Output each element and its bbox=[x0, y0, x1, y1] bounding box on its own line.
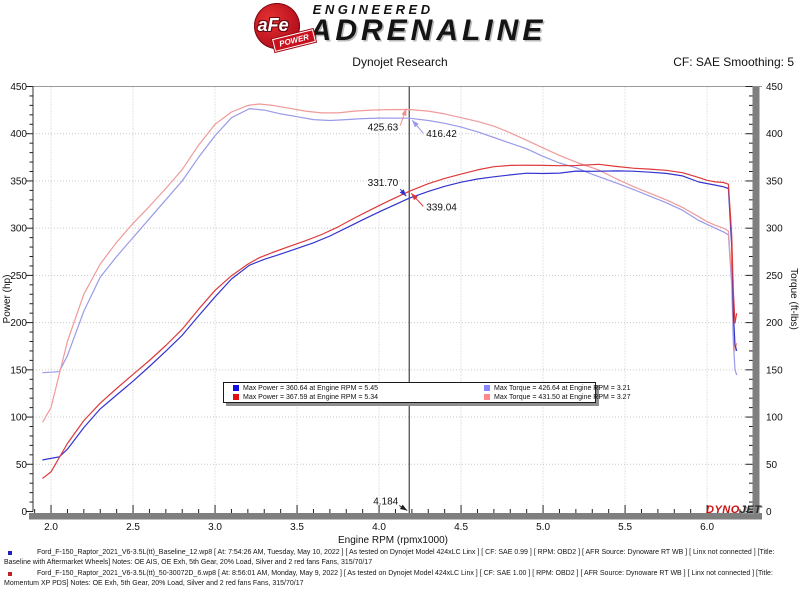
svg-text:400: 400 bbox=[766, 129, 783, 140]
run-description: Ford_F-150_Raptor_2021_V6-3.5L(tt)_Basel… bbox=[4, 549, 775, 566]
baseline-power-curve bbox=[42, 170, 738, 461]
svg-text:150: 150 bbox=[10, 365, 27, 376]
svg-text:50: 50 bbox=[766, 460, 778, 471]
legend-label: Max Torque = 431.50 at Engine RPM = 3.27 bbox=[494, 393, 631, 401]
momentum-power-curve bbox=[42, 163, 738, 479]
afe-power-logo: aFe POWER bbox=[253, 3, 317, 52]
annotation-425.63: 425.63 bbox=[368, 123, 399, 134]
smoothing-setting: CF: SAE Smoothing: 5 bbox=[673, 55, 794, 69]
svg-text:350: 350 bbox=[10, 176, 27, 187]
afe-logo-text: aFe bbox=[257, 15, 289, 35]
svg-text:4.5: 4.5 bbox=[454, 522, 468, 533]
svg-text:350: 350 bbox=[766, 176, 783, 187]
run-line-baseline: Ford_F-150_Raptor_2021_V6-3.5L(tt)_Basel… bbox=[4, 548, 798, 568]
adrenaline-wordmark: ADRENALINE bbox=[309, 14, 547, 47]
svg-text:5.5: 5.5 bbox=[618, 522, 632, 533]
legend-item: Max Power = 367.59 at Engine RPM = 5.34 bbox=[233, 393, 484, 402]
chart-title: Dynojet Research bbox=[352, 55, 448, 69]
svg-text:Torque (ft-lbs): Torque (ft-lbs) bbox=[788, 268, 799, 330]
dynojet-watermark: DYNOJET bbox=[706, 504, 761, 516]
annotation-4.184: 4.184 bbox=[373, 497, 398, 508]
svg-text:200: 200 bbox=[10, 318, 27, 329]
legend-item: Max Torque = 431.50 at Engine RPM = 3.27 bbox=[484, 393, 630, 402]
svg-text:3.0: 3.0 bbox=[208, 522, 222, 533]
run-info-footer: Ford_F-150_Raptor_2021_V6-3.5L(tt)_Basel… bbox=[4, 548, 798, 590]
svg-text:400: 400 bbox=[10, 129, 27, 140]
peak-values-legend: Max Power = 360.64 at Engine RPM = 5.45 … bbox=[223, 382, 630, 403]
annotation-331.70: 331.70 bbox=[368, 178, 399, 189]
legend-label: Max Power = 367.59 at Engine RPM = 5.34 bbox=[243, 393, 379, 401]
svg-text:Engine RPM (rpmx1000): Engine RPM (rpmx1000) bbox=[338, 535, 448, 546]
legend-item: Max Power = 360.64 at Engine RPM = 5.45 bbox=[233, 384, 484, 393]
svg-text:150: 150 bbox=[766, 365, 783, 376]
momentum-run-marker bbox=[8, 571, 12, 576]
svg-text:0: 0 bbox=[766, 507, 772, 518]
svg-text:450: 450 bbox=[10, 82, 27, 93]
power-momentum-swatch bbox=[233, 394, 239, 400]
torque-momentum-swatch bbox=[484, 394, 490, 400]
annotation-339.04: 339.04 bbox=[426, 202, 457, 213]
svg-text:250: 250 bbox=[10, 271, 27, 282]
svg-text:250: 250 bbox=[766, 271, 783, 282]
brand-header: aFe POWER ENGINEERED ADRENALINE bbox=[0, 3, 800, 53]
power-baseline-swatch bbox=[233, 385, 239, 391]
svg-text:2.0: 2.0 bbox=[44, 522, 58, 533]
run-line-momentum: Ford_F-150_Raptor_2021_V6-3.5L(tt)_50-30… bbox=[4, 569, 798, 589]
svg-text:5.0: 5.0 bbox=[536, 522, 550, 533]
svg-text:0: 0 bbox=[21, 507, 27, 518]
baseline-torque-curve bbox=[42, 107, 738, 376]
run-description: Ford_F-150_Raptor_2021_V6-3.5L(tt)_50-30… bbox=[4, 570, 773, 587]
svg-text:2.5: 2.5 bbox=[126, 522, 140, 533]
legend-item: Max Torque = 426.64 at Engine RPM = 3.21 bbox=[484, 384, 630, 393]
svg-text:300: 300 bbox=[766, 224, 783, 235]
momentum-torque-curve bbox=[42, 103, 738, 423]
torque-baseline-swatch bbox=[484, 385, 490, 391]
svg-text:3.5: 3.5 bbox=[290, 522, 304, 533]
engineered-wordmark: ENGINEERED bbox=[312, 2, 434, 17]
legend-label: Max Torque = 426.64 at Engine RPM = 3.21 bbox=[494, 384, 631, 392]
svg-text:300: 300 bbox=[10, 224, 27, 235]
dynojet-watermark-dyno: DYNO bbox=[706, 504, 740, 516]
svg-text:450: 450 bbox=[766, 82, 783, 93]
svg-text:4.0: 4.0 bbox=[372, 522, 386, 533]
svg-text:100: 100 bbox=[766, 413, 783, 424]
annotation-416.42: 416.42 bbox=[426, 129, 457, 140]
svg-text:Power (hp): Power (hp) bbox=[2, 275, 13, 324]
svg-text:6.0: 6.0 bbox=[700, 522, 714, 533]
baseline-run-marker bbox=[8, 550, 12, 555]
svg-text:200: 200 bbox=[766, 318, 783, 329]
svg-text:100: 100 bbox=[10, 413, 27, 424]
svg-text:50: 50 bbox=[16, 460, 28, 471]
legend-label: Max Power = 360.64 at Engine RPM = 5.45 bbox=[243, 384, 379, 392]
dynojet-watermark-jet: JET bbox=[739, 504, 762, 516]
